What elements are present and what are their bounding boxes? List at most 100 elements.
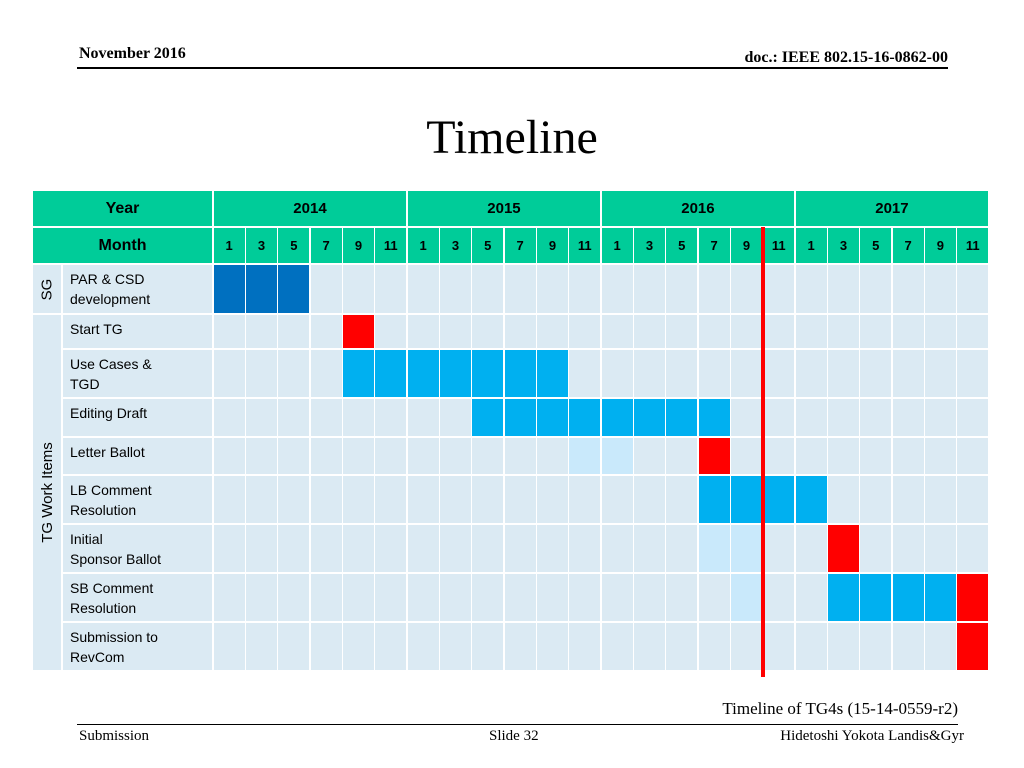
gantt-cell-empty — [698, 314, 730, 349]
gantt-cell-empty — [472, 475, 504, 524]
gantt-cell-empty — [440, 314, 471, 349]
gantt-cell-empty — [213, 437, 245, 475]
gantt-cell-empty — [601, 622, 633, 671]
gantt-cell-empty — [860, 349, 892, 398]
gantt-cell-empty — [795, 349, 827, 398]
gantt-cell-empty — [828, 264, 859, 314]
gantt-cell-empty — [763, 264, 795, 314]
gantt-cell-empty — [213, 622, 245, 671]
gantt-cell-empty — [213, 349, 245, 398]
gantt-cell-empty — [634, 314, 665, 349]
month-label: 1 — [419, 238, 427, 253]
row-label-cell — [62, 349, 213, 398]
gantt-cell-empty — [504, 573, 536, 622]
gantt-cell-empty — [310, 398, 342, 437]
gantt-cell-empty — [375, 524, 407, 573]
month-cell — [925, 227, 956, 264]
year-cell — [213, 190, 407, 227]
month-cell — [731, 227, 762, 264]
gantt-cell-empty — [472, 314, 504, 349]
gantt-cell-empty — [634, 349, 665, 398]
gantt-cell-active — [375, 349, 407, 398]
gantt-cell-empty — [763, 398, 795, 437]
gantt-cell-active — [343, 349, 374, 398]
month-cell — [310, 227, 342, 264]
month-label: 7 — [710, 238, 718, 253]
month-label: 3 — [645, 238, 654, 253]
gantt-cell-empty — [763, 573, 795, 622]
row-label-cell — [62, 437, 213, 475]
gantt-cell-empty — [795, 524, 827, 573]
gantt-cell-empty — [440, 573, 471, 622]
month-cell — [278, 227, 310, 264]
gantt-cell-empty — [278, 349, 310, 398]
gantt-cell-empty — [763, 524, 795, 573]
month-cell — [343, 227, 374, 264]
gantt-cell-empty — [537, 622, 568, 671]
gantt-cell-active — [504, 398, 536, 437]
gantt-cell-empty — [666, 573, 698, 622]
gantt-cell-complete — [213, 264, 245, 314]
gantt-cell-empty — [860, 398, 892, 437]
gantt-cell-empty — [537, 524, 568, 573]
month-label: 9 — [742, 238, 751, 253]
month-cell — [892, 227, 924, 264]
gantt-cell-empty — [957, 437, 989, 475]
gantt-cell-empty — [504, 475, 536, 524]
gantt-cell-empty — [698, 573, 730, 622]
gantt-cell-empty — [957, 314, 989, 349]
month-label: 11 — [577, 238, 592, 253]
gantt-cell-empty — [407, 264, 439, 314]
gantt-cell-empty — [601, 475, 633, 524]
gantt-cell-empty — [213, 573, 245, 622]
gantt-cell-empty — [666, 314, 698, 349]
row-label: Submission to RevCom — [70, 629, 158, 665]
month-label: 1 — [225, 238, 233, 253]
gantt-cell-empty — [925, 398, 956, 437]
gantt-cell-empty — [731, 622, 762, 671]
gantt-cell-empty — [440, 524, 471, 573]
footer-slide-number: Slide 32 — [489, 728, 539, 744]
gantt-cell-empty — [860, 264, 892, 314]
gantt-cell-empty — [537, 314, 568, 349]
gantt-cell-empty — [310, 264, 342, 314]
gantt-cell-empty — [246, 314, 277, 349]
gantt-cell-empty — [601, 264, 633, 314]
gantt-cell-active — [537, 349, 568, 398]
gantt-cell-empty — [246, 349, 277, 398]
gantt-cell-empty — [213, 524, 245, 573]
gantt-cell-empty — [407, 437, 439, 475]
header-date: November 2016 — [79, 45, 186, 62]
group-label-cell — [32, 264, 62, 314]
gantt-cell-empty — [343, 524, 374, 573]
month-cell — [472, 227, 504, 264]
gantt-cell-milestone — [828, 524, 859, 573]
gantt-cell-empty — [860, 437, 892, 475]
gantt-cell-empty — [634, 524, 665, 573]
gantt-cell-empty — [375, 264, 407, 314]
group-label-text: TG Work Items — [38, 442, 56, 543]
gantt-cell-empty — [246, 437, 277, 475]
month-label: 5 — [484, 238, 492, 253]
month-label: 3 — [257, 238, 266, 253]
gantt-cell-active — [601, 398, 633, 437]
gantt-cell-active — [666, 398, 698, 437]
gantt-cell-empty — [407, 475, 439, 524]
row-label-cell — [62, 264, 213, 314]
gantt-cell-empty — [343, 475, 374, 524]
month-label: 11 — [965, 238, 980, 253]
group-label: SG — [32, 264, 62, 314]
gantt-cell-empty — [569, 349, 601, 398]
gantt-cell-empty — [731, 398, 762, 437]
month-cell — [601, 227, 633, 264]
gantt-cell-empty — [407, 622, 439, 671]
gantt-cell-empty — [537, 437, 568, 475]
gantt-cell-active — [634, 398, 665, 437]
gantt-cell-empty — [892, 264, 924, 314]
gantt-cell-active — [763, 475, 795, 524]
gantt-cell-empty — [278, 475, 310, 524]
year-label: 2015 — [487, 200, 521, 217]
gantt-cell-empty — [246, 398, 277, 437]
gantt-cell-empty — [310, 622, 342, 671]
